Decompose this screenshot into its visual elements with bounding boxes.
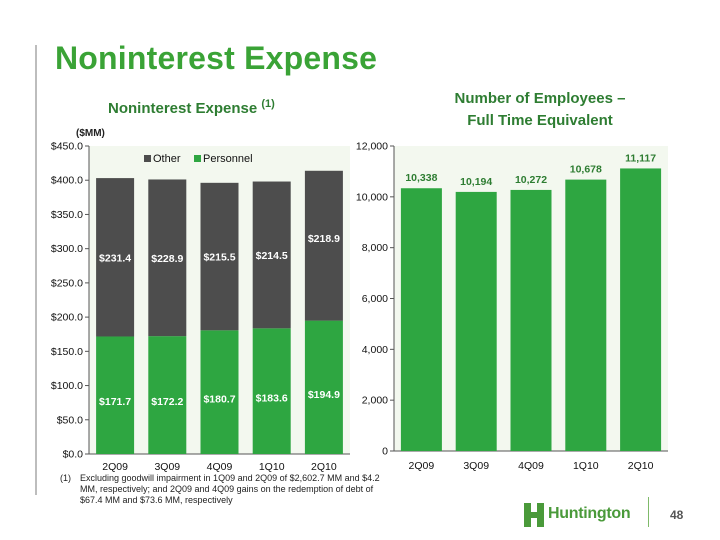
right-chart-title-line-1: Number of Employees – (454, 90, 626, 107)
x-tick-label: 4Q09 (207, 461, 233, 473)
x-tick-label: 1Q10 (259, 461, 285, 473)
bar-personnel (96, 336, 135, 454)
y-tick-label: $450.0 (51, 141, 83, 153)
units-label: ($MM) (76, 128, 105, 139)
bar-label-other: $215.5 (203, 252, 235, 264)
y-tick-label: $200.0 (51, 312, 83, 324)
legend-swatch (144, 155, 151, 162)
y-tick-label: $250.0 (51, 277, 83, 289)
bar-label-personnel: $172.2 (151, 396, 183, 408)
slide-title: Noninterest Expense (55, 40, 378, 76)
footnote-number: (1) (60, 473, 71, 483)
bar-other (252, 181, 291, 329)
legend-label: Personnel (203, 153, 253, 165)
bar-other (96, 178, 135, 337)
left-chart-title: Noninterest Expense (1) (108, 98, 275, 117)
bar-label-personnel: $194.9 (308, 389, 340, 401)
bar-other (148, 179, 187, 337)
x-tick-label: 2Q10 (311, 461, 337, 473)
footnote-text: Excluding goodwill impairment in 1Q09 an… (80, 473, 380, 505)
bar-label-other: $228.9 (151, 253, 183, 265)
right-chart-title-line-2: Full Time Equivalent (467, 112, 613, 129)
x-tick-label: 3Q09 (154, 461, 180, 473)
bar-personnel (252, 328, 291, 454)
logo-wordmark: Huntington (548, 505, 631, 522)
huntington-logo-icon (524, 503, 544, 527)
bar-personnel (304, 320, 343, 454)
bar-label-other: $218.9 (308, 233, 340, 245)
bar-personnel (200, 330, 239, 454)
left-divider-rule (35, 45, 37, 495)
bar-label-personnel: $183.6 (256, 392, 288, 404)
y-tick-label: $300.0 (51, 243, 83, 255)
bar-personnel (148, 336, 187, 454)
page-number: 48 (670, 508, 684, 522)
bar-other (304, 170, 343, 321)
y-tick-label: $100.0 (51, 380, 83, 392)
logo-divider (648, 497, 649, 527)
bar-label-other: $214.5 (256, 250, 288, 262)
bar-label-personnel: $180.7 (203, 393, 235, 405)
legend-swatch (194, 155, 201, 162)
bar-other (200, 182, 239, 331)
y-tick-label: $0.0 (63, 449, 84, 461)
bar-label-personnel: $171.7 (99, 396, 131, 408)
bar-label-other: $231.4 (99, 252, 131, 264)
y-tick-label: $400.0 (51, 175, 83, 187)
left-chart-title-text: Noninterest Expense (108, 100, 258, 117)
legend-label: Other (153, 153, 181, 165)
right-chart-title: Number of Employees – Full Time Equivale… (420, 88, 660, 132)
y-tick-label: $50.0 (57, 414, 83, 426)
left-chart-title-footnote-marker: (1) (261, 98, 275, 110)
y-tick-label: $350.0 (51, 209, 83, 221)
x-tick-label: 2Q09 (102, 461, 128, 473)
y-tick-label: $150.0 (51, 346, 83, 358)
